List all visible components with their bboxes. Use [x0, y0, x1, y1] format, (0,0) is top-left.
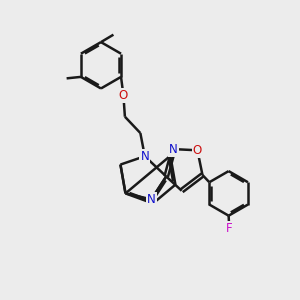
- Text: N: N: [140, 150, 149, 163]
- Text: N: N: [169, 142, 178, 156]
- Text: O: O: [193, 144, 202, 157]
- Text: O: O: [119, 89, 128, 102]
- Text: N: N: [147, 193, 156, 206]
- Text: F: F: [226, 222, 232, 235]
